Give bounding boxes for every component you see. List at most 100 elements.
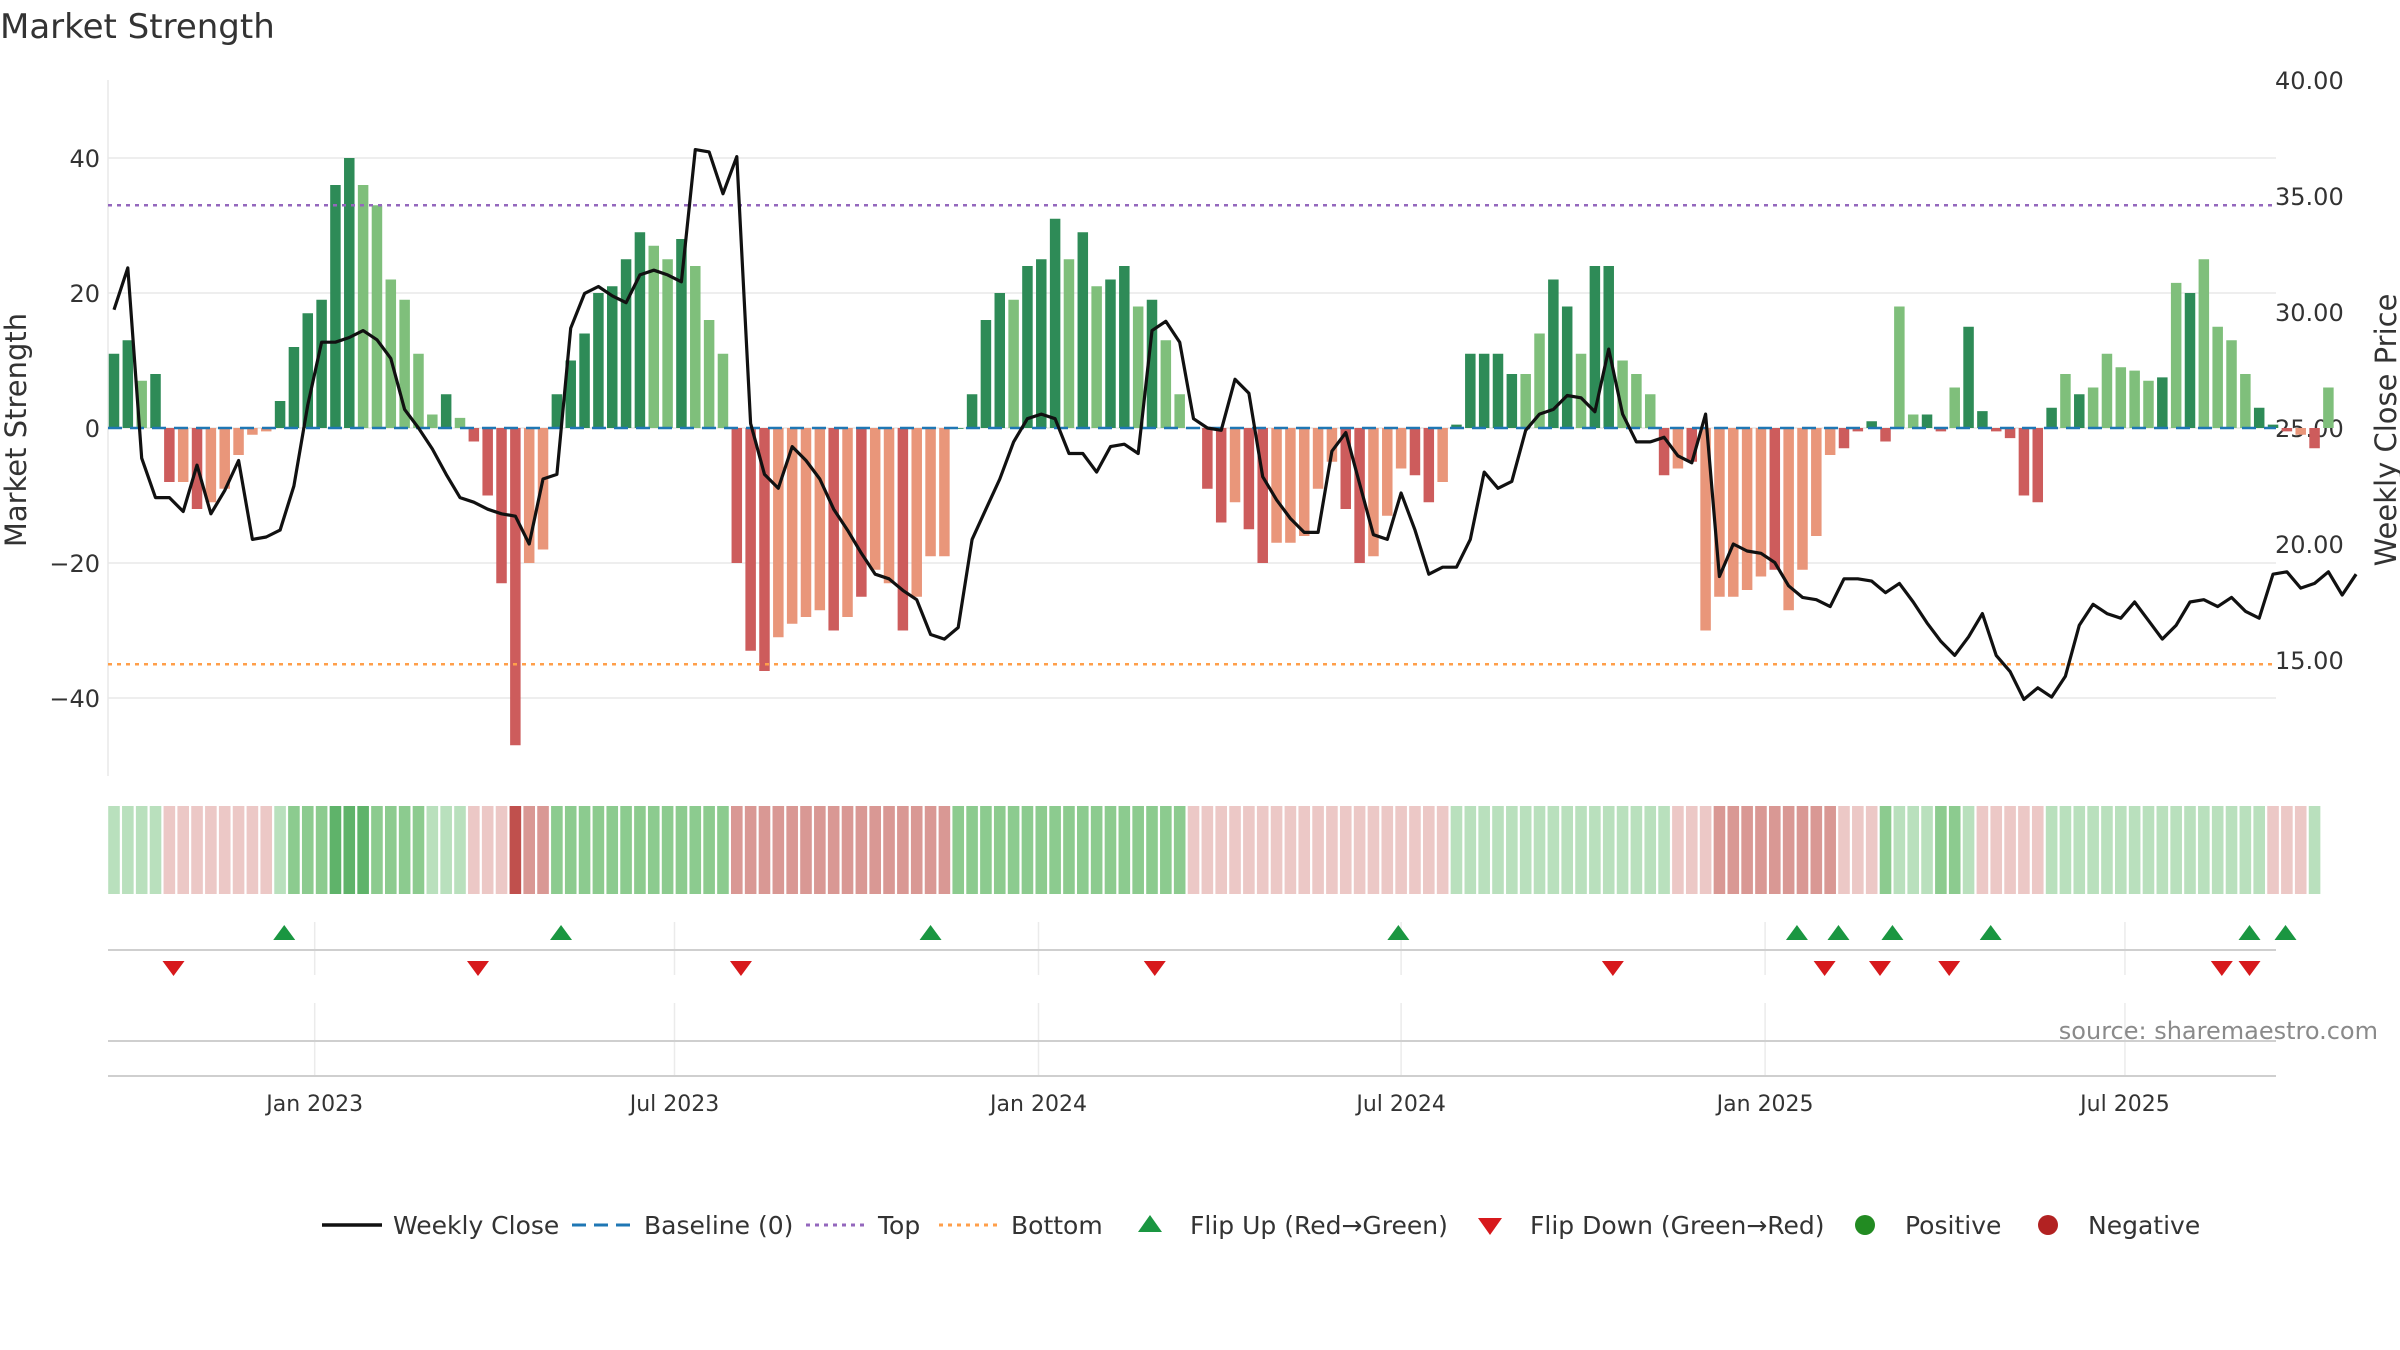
strength-bar (1658, 428, 1670, 476)
flip-up-marker (550, 925, 573, 940)
flip-down-marker (2238, 961, 2261, 976)
strength-bar (1215, 428, 1227, 523)
strength-bar (1811, 428, 1822, 536)
strength-bar (773, 428, 784, 638)
strength-bar (1326, 428, 1338, 462)
strength-bar (883, 428, 895, 584)
strength-bar (1243, 428, 1255, 530)
strip-cell (1893, 806, 1906, 894)
flip-up-marker (1827, 925, 1850, 940)
strip-cell (1561, 806, 1573, 894)
strip-cell (2004, 806, 2016, 894)
strip-cell (191, 806, 203, 894)
strength-bar (1298, 428, 1310, 536)
strength-bar (662, 259, 673, 428)
strength-bar (2240, 374, 2251, 428)
strength-bar (1119, 266, 1130, 428)
strength-bar (510, 428, 521, 746)
flip-down-marker (466, 961, 489, 976)
strength-bar (1492, 353, 1504, 428)
strength-bar (1548, 279, 1559, 428)
strength-bar (1866, 421, 1877, 428)
strip-cell (1367, 806, 1380, 894)
left-tick-label: −20 (49, 550, 100, 578)
strip-cell (620, 806, 632, 894)
legend-label: Weekly Close (393, 1211, 559, 1240)
left-tick-label: 40 (69, 145, 100, 173)
strip-cell (1160, 806, 1172, 894)
strip-cell (1713, 806, 1726, 894)
strength-bar (219, 428, 230, 489)
strip-cell (993, 806, 1006, 894)
flip-marker-panel (108, 922, 2297, 976)
strip-cell (980, 806, 992, 894)
strip-cell (1256, 806, 1269, 894)
strip-cell (827, 806, 840, 894)
strip-cell (1104, 806, 1117, 894)
strip-cell (1423, 806, 1435, 894)
strength-bar (1935, 428, 1947, 432)
strength-bar (606, 286, 618, 428)
reference-lines (108, 204, 2276, 666)
strip-cell (2281, 806, 2293, 894)
strength-bar (952, 428, 964, 429)
flip-up-marker (1881, 925, 1904, 940)
x-tick-label: Jan 2025 (1715, 1092, 1814, 1117)
strength-bar (1271, 428, 1282, 543)
strength-bar (1617, 360, 1628, 428)
strength-bar (1132, 306, 1144, 428)
strip-cell (2198, 806, 2210, 894)
flip-up-marker (1785, 925, 1808, 940)
flip-down-marker (1868, 961, 1891, 976)
strength-bar (2323, 387, 2334, 428)
strength-bar (1894, 306, 1905, 428)
flip-up-marker (1979, 925, 2002, 940)
strength-bar (1783, 428, 1794, 611)
strip-cell (1644, 806, 1657, 894)
strength-bar (579, 333, 590, 428)
strip-cell (1339, 806, 1352, 894)
strip-cell (2115, 806, 2127, 894)
strip-cell (1519, 806, 1532, 894)
strength-bar (1160, 340, 1172, 428)
strength-bar (1907, 414, 1919, 428)
strength-bar (150, 374, 161, 428)
right-axis-label: Weekly Close Price (2369, 294, 2400, 567)
strip-cell (1976, 806, 1989, 894)
strip-cell (329, 806, 342, 894)
strip-cell (731, 806, 743, 894)
strip-cell (315, 806, 328, 894)
strength-bar (399, 299, 410, 428)
strip-cell (1630, 806, 1643, 894)
strength-bar (1631, 374, 1642, 428)
strip-cell (1796, 806, 1809, 894)
strip-cell (468, 806, 480, 894)
strength-bar (731, 428, 743, 563)
strength-bar (2032, 428, 2044, 503)
strip-cell (1962, 806, 1975, 894)
strength-bar (1395, 428, 1407, 469)
strip-cell (537, 806, 549, 894)
strip-cell (1353, 806, 1366, 894)
flip-up-marker (919, 925, 942, 940)
strength-bar (1977, 411, 1988, 428)
strength-bar (745, 428, 756, 651)
strip-cell (1312, 806, 1324, 894)
strip-cell (1077, 806, 1089, 894)
left-tick-label: 0 (85, 415, 100, 443)
strength-bar (1741, 428, 1753, 590)
strength-bar (2129, 370, 2140, 428)
strength-bar (1423, 428, 1435, 503)
strip-cell (744, 806, 757, 894)
right-tick-label: 40.00 (2275, 67, 2344, 95)
strip-cell (924, 806, 937, 894)
strength-bar (316, 299, 327, 428)
strength-bar (177, 428, 189, 482)
strength-bar (1368, 428, 1379, 557)
strength-bar (2101, 353, 2113, 428)
strip-cell (910, 806, 923, 894)
strip-cell (1948, 806, 1961, 894)
strength-bar (2198, 259, 2210, 428)
strip-cell (1685, 806, 1698, 894)
strip-cell (2225, 806, 2238, 894)
